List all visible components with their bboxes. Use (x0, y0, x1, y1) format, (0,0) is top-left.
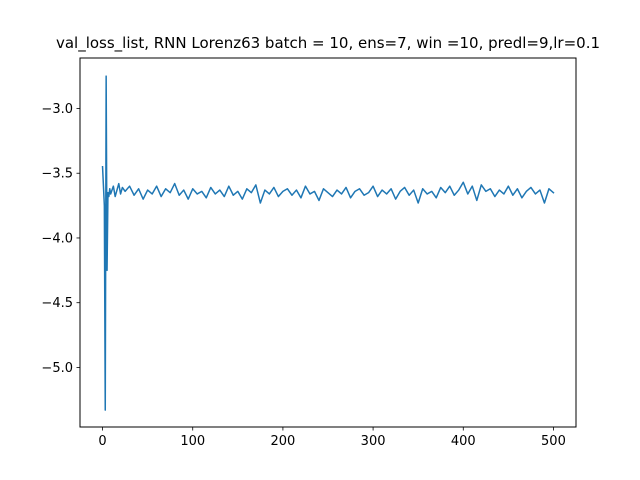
x-tick-label: 0 (98, 434, 106, 449)
x-tick-label: 200 (270, 434, 295, 449)
chart-title: val_loss_list, RNN Lorenz63 batch = 10, … (56, 34, 600, 53)
axes-frame (79, 57, 577, 428)
x-tick-label: 300 (361, 434, 386, 449)
y-tick-label: −4.0 (41, 231, 73, 246)
y-tick-label: −3.0 (41, 102, 73, 117)
plot-area: 0 100 200 300 400 500 −5.0 −4.5 −4.0 −3.5 −3.0 (41, 75, 566, 449)
y-tick-label: −4.5 (41, 296, 73, 311)
x-tick-label: 400 (451, 434, 476, 449)
y-tick-label: −3.5 (41, 167, 73, 182)
series-line-0 (101, 75, 555, 411)
x-tick-label: 500 (541, 434, 566, 449)
x-tick-label: 100 (180, 434, 205, 449)
y-tick-label: −5.0 (41, 361, 73, 376)
